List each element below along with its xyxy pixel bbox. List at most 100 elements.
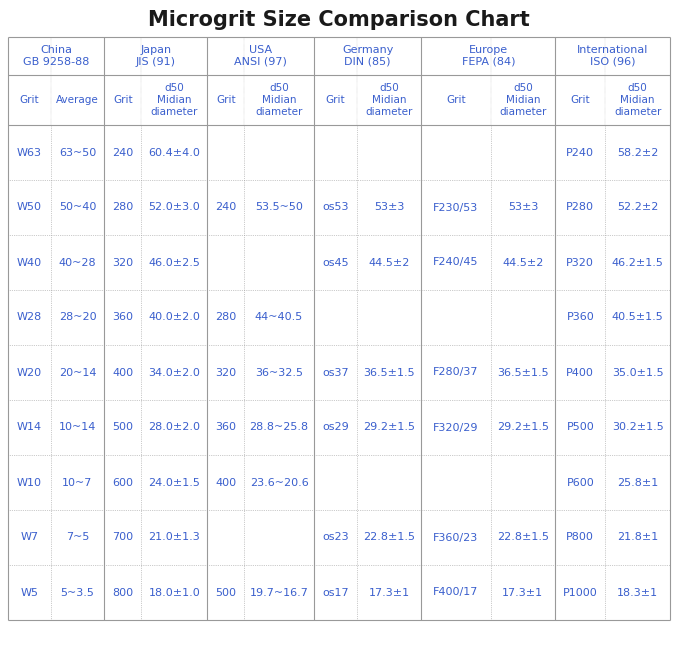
Text: Japan
JIS (91): Japan JIS (91) [136, 45, 176, 67]
Text: F240/45: F240/45 [433, 257, 479, 268]
Text: 46.0±2.5: 46.0±2.5 [148, 257, 200, 268]
Text: 280: 280 [215, 312, 237, 322]
Text: d50
Midian
diameter: d50 Midian diameter [614, 83, 661, 117]
Text: d50
Midian
diameter: d50 Midian diameter [365, 83, 413, 117]
Text: 400: 400 [112, 368, 134, 377]
Text: 52.2±2: 52.2±2 [617, 203, 658, 212]
Text: F400/17: F400/17 [433, 588, 479, 597]
Text: Grit: Grit [216, 95, 235, 105]
Text: F360/23: F360/23 [433, 533, 479, 542]
Text: 23.6~20.6: 23.6~20.6 [250, 477, 308, 488]
Text: P1000: P1000 [563, 588, 597, 597]
Text: USA
ANSI (97): USA ANSI (97) [234, 45, 287, 67]
Text: 360: 360 [113, 312, 134, 322]
Text: Grit: Grit [20, 95, 39, 105]
Text: os37: os37 [322, 368, 348, 377]
Text: 19.7~16.7: 19.7~16.7 [250, 588, 308, 597]
Text: 50~40: 50~40 [59, 203, 96, 212]
Text: P240: P240 [566, 148, 594, 157]
Text: 21.0±1.3: 21.0±1.3 [148, 533, 200, 542]
Text: P320: P320 [566, 257, 594, 268]
Text: 40~28: 40~28 [59, 257, 96, 268]
Text: 22.8±1.5: 22.8±1.5 [497, 533, 549, 542]
Text: Grit: Grit [113, 95, 133, 105]
Text: W7: W7 [20, 533, 39, 542]
Text: Germany
DIN (85): Germany DIN (85) [342, 45, 393, 67]
Text: 7~5: 7~5 [66, 533, 89, 542]
Text: d50
Midian
diameter: d50 Midian diameter [256, 83, 303, 117]
Text: os29: os29 [322, 422, 348, 433]
Text: 24.0±1.5: 24.0±1.5 [148, 477, 200, 488]
Text: 36.5±1.5: 36.5±1.5 [363, 368, 415, 377]
Text: 35.0±1.5: 35.0±1.5 [612, 368, 664, 377]
Text: 17.3±1: 17.3±1 [368, 588, 410, 597]
Text: W40: W40 [17, 257, 42, 268]
Text: P400: P400 [566, 368, 594, 377]
Text: 53±3: 53±3 [374, 203, 404, 212]
Text: os23: os23 [322, 533, 348, 542]
Text: Average: Average [56, 95, 99, 105]
Text: Grit: Grit [570, 95, 590, 105]
Text: d50
Midian
diameter: d50 Midian diameter [499, 83, 546, 117]
Text: 28.0±2.0: 28.0±2.0 [148, 422, 200, 433]
Text: W50: W50 [17, 203, 42, 212]
Text: 60.4±4.0: 60.4±4.0 [148, 148, 200, 157]
Text: 58.2±2: 58.2±2 [617, 148, 658, 157]
Text: 700: 700 [112, 533, 134, 542]
Text: 36.5±1.5: 36.5±1.5 [497, 368, 549, 377]
Text: 28.8~25.8: 28.8~25.8 [250, 422, 308, 433]
Text: W63: W63 [17, 148, 42, 157]
Text: 25.8±1: 25.8±1 [617, 477, 658, 488]
Text: 17.3±1: 17.3±1 [502, 588, 544, 597]
Text: 34.0±2.0: 34.0±2.0 [148, 368, 200, 377]
Text: W28: W28 [17, 312, 42, 322]
Text: W5: W5 [20, 588, 39, 597]
Text: F280/37: F280/37 [433, 368, 479, 377]
Text: F320/29: F320/29 [433, 422, 479, 433]
Text: Europe
FEPA (84): Europe FEPA (84) [462, 45, 515, 67]
Text: 800: 800 [112, 588, 134, 597]
Text: 53.5~50: 53.5~50 [255, 203, 303, 212]
Text: os53: os53 [322, 203, 348, 212]
Text: 20~14: 20~14 [59, 368, 96, 377]
Text: 10~7: 10~7 [62, 477, 93, 488]
Text: 40.5±1.5: 40.5±1.5 [612, 312, 664, 322]
Text: os17: os17 [322, 588, 348, 597]
Text: 44.5±2: 44.5±2 [502, 257, 544, 268]
Text: W10: W10 [17, 477, 42, 488]
Text: 400: 400 [215, 477, 237, 488]
Text: F230/53: F230/53 [433, 203, 479, 212]
Text: P360: P360 [566, 312, 594, 322]
Text: 53±3: 53±3 [508, 203, 538, 212]
Text: P500: P500 [566, 422, 594, 433]
Text: W20: W20 [17, 368, 42, 377]
Text: 500: 500 [215, 588, 236, 597]
Text: 18.3±1: 18.3±1 [617, 588, 658, 597]
Text: 600: 600 [113, 477, 134, 488]
Text: China
GB 9258-88: China GB 9258-88 [23, 45, 89, 67]
Text: 28~20: 28~20 [59, 312, 96, 322]
Text: 280: 280 [112, 203, 134, 212]
Text: 36~32.5: 36~32.5 [255, 368, 303, 377]
Text: 40.0±2.0: 40.0±2.0 [148, 312, 200, 322]
Text: 21.8±1: 21.8±1 [617, 533, 658, 542]
Text: 5~3.5: 5~3.5 [60, 588, 94, 597]
Text: 18.0±1.0: 18.0±1.0 [148, 588, 200, 597]
Text: os45: os45 [322, 257, 348, 268]
Text: 52.0±3.0: 52.0±3.0 [148, 203, 200, 212]
Text: 29.2±1.5: 29.2±1.5 [363, 422, 415, 433]
Text: Grit: Grit [446, 95, 466, 105]
Text: International
ISO (96): International ISO (96) [577, 45, 648, 67]
Text: d50
Midian
diameter: d50 Midian diameter [151, 83, 198, 117]
Text: 320: 320 [215, 368, 237, 377]
Text: Microgrit Size Comparison Chart: Microgrit Size Comparison Chart [148, 10, 530, 30]
Text: 30.2±1.5: 30.2±1.5 [612, 422, 664, 433]
Text: 63~50: 63~50 [59, 148, 96, 157]
Text: 44~40.5: 44~40.5 [255, 312, 303, 322]
Text: P280: P280 [566, 203, 594, 212]
Text: 240: 240 [215, 203, 237, 212]
Text: Grit: Grit [325, 95, 345, 105]
Text: P600: P600 [566, 477, 594, 488]
Text: 29.2±1.5: 29.2±1.5 [497, 422, 549, 433]
Text: 500: 500 [113, 422, 134, 433]
